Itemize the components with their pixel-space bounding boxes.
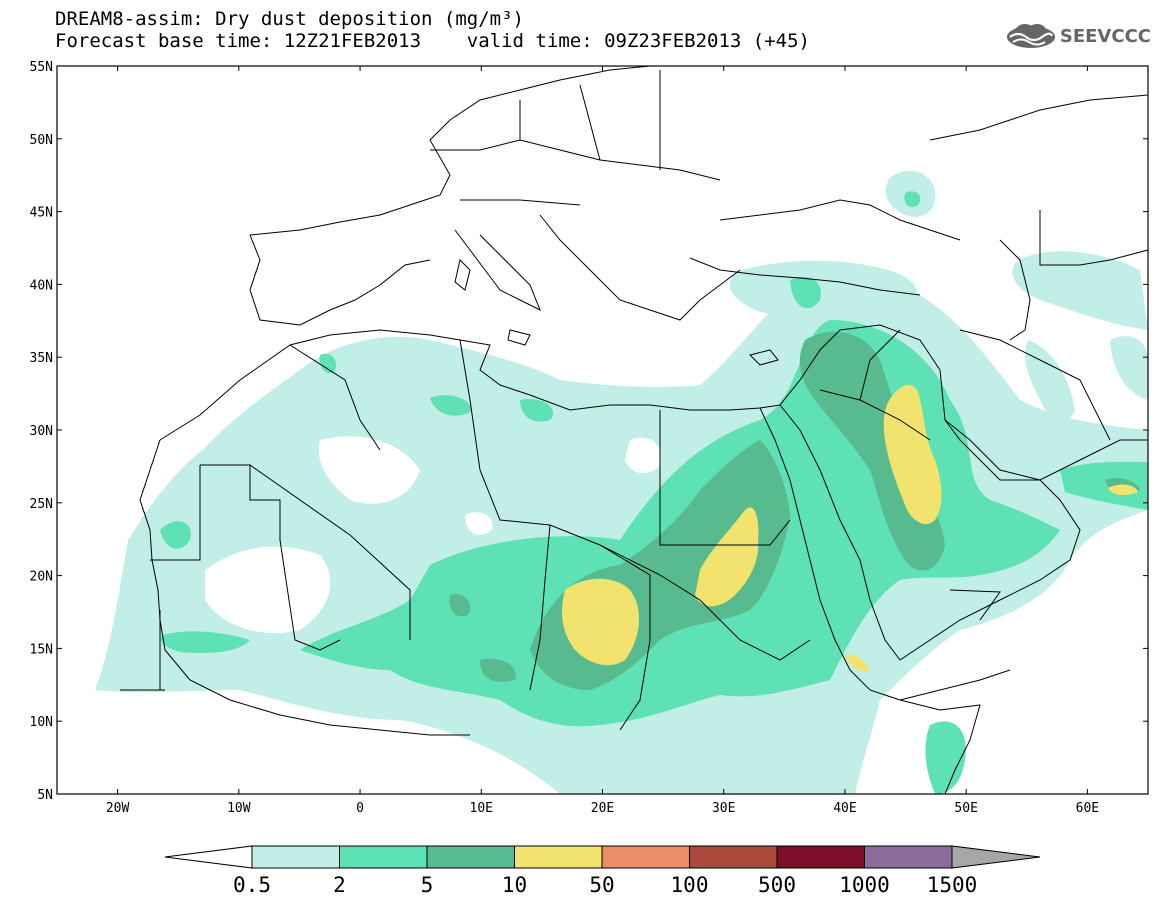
lon-tick-label: 30E	[712, 801, 735, 816]
lat-tick-label: 15N	[30, 642, 53, 657]
colorbar-swatch	[514, 845, 603, 869]
colorbar-swatch	[426, 845, 515, 869]
lat-tick-label: 5N	[37, 788, 53, 803]
country-borders	[120, 66, 1148, 794]
longitude-ticks: 20W 10W 0 10E 20E 30E 40E 50E 60E	[106, 66, 1099, 816]
logo-text: SEEVCCC	[1059, 25, 1151, 47]
colorbar-label: 100	[671, 873, 709, 897]
colorbar-swatch	[601, 845, 690, 869]
cloud-icon	[1006, 24, 1055, 48]
seevccc-logo: SEEVCCC	[1004, 22, 1151, 50]
colorbar-label: 50	[589, 873, 614, 897]
lon-tick-label: 40E	[833, 801, 856, 816]
forecast-time-line: Forecast base time: 12Z21FEB2013 valid t…	[55, 30, 810, 52]
deposition-level-10	[562, 384, 1138, 672]
colorbar-swatch	[251, 845, 340, 869]
map-title: DREAM8-assim: Dry dust deposition (mg/m³…	[55, 8, 524, 30]
colorbar-over-arrow	[951, 845, 1041, 869]
lon-tick-label: 0	[356, 801, 364, 816]
deposition-field	[95, 170, 1148, 794]
lon-tick-label: 10E	[470, 801, 493, 816]
colorbar-label: 1000	[839, 873, 890, 897]
colorbar-swatch	[864, 845, 953, 869]
colorbar-label: 0.5	[233, 873, 271, 897]
colorbar-label: 1500	[927, 873, 978, 897]
lat-tick-label: 10N	[30, 715, 53, 730]
lat-tick-label: 45N	[30, 206, 53, 221]
latitude-ticks: 55N 50N 45N 40N 35N 30N 25N 20N 15N 10N 5N	[30, 60, 1148, 803]
colorbar-under-arrow	[164, 845, 253, 869]
lat-tick-label: 50N	[30, 133, 53, 148]
deposition-gap	[205, 436, 661, 634]
lon-tick-label: 20E	[591, 801, 614, 816]
lat-tick-label: 40N	[30, 278, 53, 293]
colorbar-label: 500	[758, 873, 796, 897]
lon-tick-label: 60E	[1076, 801, 1099, 816]
lon-tick-label: 10W	[227, 801, 251, 816]
lon-tick-label: 20W	[106, 801, 130, 816]
lat-tick-label: 30N	[30, 424, 53, 439]
lat-tick-label: 35N	[30, 351, 53, 366]
lat-tick-label: 25N	[30, 497, 53, 512]
colorbar-label: 10	[502, 873, 527, 897]
colorbar-label: 5	[421, 873, 434, 897]
colorbar: 0.5 2 5 10 50 100 500 1000 1500	[164, 845, 1041, 897]
lat-tick-label: 20N	[30, 570, 53, 585]
colorbar-swatch	[339, 845, 428, 869]
lat-tick-label: 55N	[30, 60, 53, 75]
colorbar-swatch	[776, 845, 865, 869]
colorbar-label: 2	[333, 873, 346, 897]
lon-tick-label: 50E	[954, 801, 977, 816]
colorbar-swatch	[689, 845, 778, 869]
